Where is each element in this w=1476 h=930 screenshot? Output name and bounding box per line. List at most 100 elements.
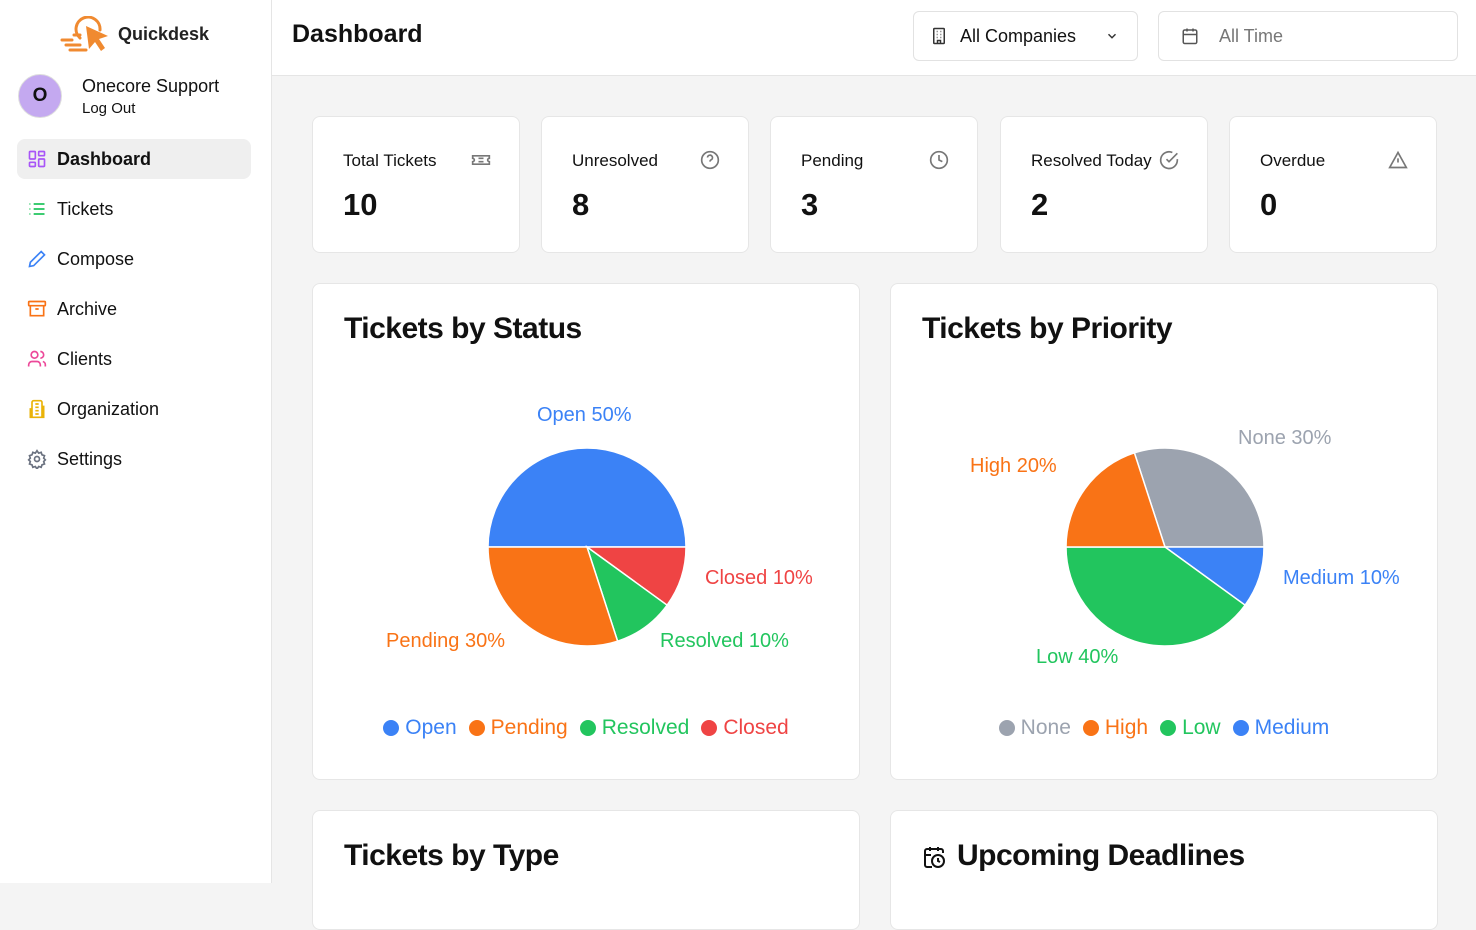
legend-dot: [468, 720, 485, 736]
warning-icon: [1388, 150, 1408, 169]
date-filter-input[interactable]: All Time: [1158, 11, 1458, 61]
user-profile: O Onecore Support Log Out: [18, 74, 219, 118]
calendar-clock-icon: [924, 847, 945, 868]
slice-label-resolved: Resolved 10%: [660, 630, 789, 652]
logout-link[interactable]: Log Out: [82, 99, 136, 117]
stat-card-resolved-today: Resolved Today 2: [1000, 116, 1208, 253]
pie-slice-high[interactable]: [1065, 451, 1167, 548]
users-icon: [27, 350, 47, 367]
slice-label-none: None 30%: [1238, 427, 1332, 449]
legend-item-resolved[interactable]: Resolved: [579, 716, 690, 740]
priority-pie-chart: [1065, 447, 1265, 647]
sidebar-item-label: Compose: [57, 248, 135, 269]
calendar-icon: [1182, 28, 1198, 45]
header: Dashboard All Companies All Time: [272, 0, 1476, 76]
sidebar: Quickdesk O Onecore Support Log Out Dash…: [0, 0, 272, 883]
chart-title: Tickets by Priority: [922, 312, 1173, 345]
legend-label: Closed: [723, 716, 789, 739]
legend-item-high[interactable]: High: [1082, 716, 1149, 740]
legend-dot: [383, 720, 400, 736]
legend-label: None: [1020, 716, 1071, 739]
grid-icon: [28, 150, 46, 168]
legend-item-medium[interactable]: Medium: [1232, 716, 1330, 740]
sidebar-item-label: Organization: [57, 398, 160, 419]
sidebar-item-label: Settings: [57, 448, 123, 469]
app-name: Quickdesk: [118, 23, 210, 44]
legend-dot: [998, 720, 1015, 736]
priority-chart-card: Tickets by Priority None 30% High 20% Lo…: [890, 283, 1438, 780]
sidebar-item-compose[interactable]: Compose: [17, 239, 251, 279]
stat-label: Unresolved: [572, 151, 658, 170]
sidebar-nav: Dashboard Tickets Compose Archive Client…: [17, 139, 251, 489]
deadlines-card: Upcoming Deadlines: [890, 810, 1438, 930]
stat-value: 10: [343, 187, 378, 222]
sidebar-item-label: Archive: [57, 298, 118, 319]
sidebar-item-label: Clients: [57, 348, 113, 369]
card-title: Tickets by Type: [344, 839, 559, 872]
sidebar-item-label: Dashboard: [57, 148, 152, 169]
stat-value: 8: [572, 187, 590, 222]
stat-card-total-tickets: Total Tickets 10: [312, 116, 520, 253]
slice-label-low: Low 40%: [1036, 646, 1119, 668]
legend-label: Medium: [1254, 716, 1330, 739]
clock-icon: [929, 150, 949, 170]
pie-slice-none[interactable]: [1133, 447, 1265, 548]
sidebar-item-clients[interactable]: Clients: [17, 339, 251, 379]
stat-value: 3: [801, 187, 819, 222]
legend-dot: [1082, 720, 1099, 736]
stat-label: Resolved Today: [1031, 151, 1152, 170]
legend-item-pending[interactable]: Pending: [468, 716, 568, 740]
stat-label: Total Tickets: [343, 151, 437, 170]
pie-slice-open[interactable]: [487, 447, 687, 548]
quickdesk-logo-icon: [60, 16, 108, 52]
type-chart-card: Tickets by Type: [312, 810, 860, 930]
slice-label-open: Open 50%: [537, 404, 632, 426]
sidebar-item-organization[interactable]: Organization: [17, 389, 251, 429]
sidebar-item-tickets[interactable]: Tickets: [17, 189, 251, 229]
ticket-icon: [471, 155, 491, 165]
legend-item-closed[interactable]: Closed: [701, 716, 789, 740]
avatar: O: [18, 74, 62, 118]
sidebar-item-archive[interactable]: Archive: [17, 289, 251, 329]
stat-label: Overdue: [1260, 151, 1326, 170]
legend-dot: [579, 720, 596, 736]
chart-legend: Open Pending Resolved Closed: [313, 716, 859, 740]
help-circle-icon: [700, 150, 720, 170]
slice-label-medium: Medium 10%: [1283, 567, 1400, 589]
legend-label: Pending: [490, 716, 568, 739]
legend-dot: [1160, 720, 1177, 736]
legend-label: High: [1104, 716, 1149, 739]
legend-dot: [701, 720, 718, 736]
legend-label: Low: [1182, 716, 1221, 739]
chevron-down-icon: [1107, 33, 1117, 39]
list-icon: [29, 203, 45, 215]
check-circle-icon: [1159, 151, 1179, 170]
sidebar-item-label: Tickets: [57, 198, 114, 219]
logo[interactable]: Quickdesk: [60, 16, 209, 52]
legend-label: Open: [405, 716, 457, 739]
stat-value: 0: [1260, 187, 1278, 222]
stat-label: Pending: [801, 151, 864, 170]
legend-label: Resolved: [601, 716, 690, 739]
chart-legend: None High Low Medium: [891, 716, 1437, 740]
legend-item-none[interactable]: None: [998, 716, 1071, 740]
legend-item-low[interactable]: Low: [1160, 716, 1221, 740]
slice-label-high: High 20%: [970, 455, 1057, 477]
status-chart-card: Tickets by Status Open 50% Pending 30% R…: [312, 283, 860, 780]
stat-card-pending: Pending 3: [770, 116, 978, 253]
archive-icon: [27, 300, 47, 317]
gear-icon: [27, 449, 47, 469]
date-filter-value: All Time: [1219, 25, 1284, 46]
slice-label-pending: Pending 30%: [386, 630, 505, 652]
pie-slice-pending[interactable]: [487, 546, 619, 647]
company-filter-select[interactable]: All Companies: [913, 11, 1138, 61]
chart-title: Tickets by Status: [344, 312, 582, 345]
user-name: Onecore Support: [82, 75, 220, 96]
pencil-icon: [28, 250, 46, 268]
pie-slice-low[interactable]: [1065, 546, 1247, 647]
sidebar-item-settings[interactable]: Settings: [17, 439, 251, 479]
stat-card-overdue: Overdue 0: [1229, 116, 1437, 253]
legend-item-open[interactable]: Open: [383, 716, 457, 740]
sidebar-item-dashboard[interactable]: Dashboard: [17, 139, 251, 179]
slice-label-closed: Closed 10%: [705, 567, 813, 589]
